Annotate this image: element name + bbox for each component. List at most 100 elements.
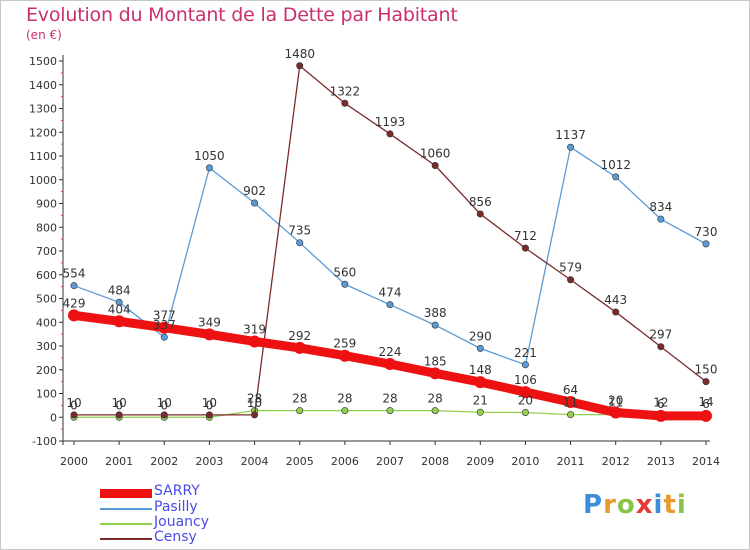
x-tick-label: 2008 (421, 455, 449, 468)
data-point-jouancy (431, 407, 439, 415)
y-tick-label: 600 (36, 269, 57, 282)
data-label-jouancy: 28 (337, 392, 352, 406)
x-tick-label: 2012 (602, 455, 630, 468)
data-point-pasilly (160, 333, 168, 341)
y-tick-label: 100 (36, 388, 57, 401)
data-point-censy (612, 308, 620, 316)
data-label-censy: 1480 (284, 47, 315, 61)
data-point-sarry (429, 367, 442, 380)
y-tick-label: 1100 (29, 150, 57, 163)
legend-item-censy: Censy (100, 529, 197, 546)
data-point-pasilly (386, 301, 394, 309)
x-tick-label: 2004 (241, 455, 269, 468)
data-label-pasilly: 221 (514, 346, 537, 360)
data-label-jouancy: 28 (247, 392, 262, 406)
data-point-sarry (519, 386, 532, 399)
data-label-pasilly: 1012 (600, 158, 631, 172)
data-point-censy (205, 411, 213, 419)
data-label-jouancy: 11 (563, 396, 578, 410)
y-tick-label: 1300 (29, 103, 57, 116)
data-label-censy: 1193 (375, 115, 406, 129)
data-label-jouancy: 28 (428, 392, 443, 406)
data-point-censy (567, 276, 575, 284)
x-tick-label: 2006 (331, 455, 359, 468)
data-point-pasilly (431, 321, 439, 329)
legend-swatch-pasilly (100, 508, 152, 510)
y-tick-label: -100 (32, 435, 57, 448)
logo-letter: t (663, 490, 677, 520)
data-point-pasilly (205, 164, 213, 172)
legend-label-jouancy: Jouancy (154, 514, 210, 530)
logo-letter: i (653, 490, 664, 520)
data-label-censy: 443 (604, 293, 627, 307)
data-label-sarry: 185 (424, 354, 447, 368)
data-point-pasilly (521, 361, 529, 369)
logo-letter: x (635, 490, 654, 520)
data-label-censy: 10 (157, 396, 172, 410)
y-tick-label: 300 (36, 340, 57, 353)
data-label-pasilly: 1050 (194, 149, 225, 163)
data-point-censy (296, 62, 304, 70)
data-label-pasilly: 290 (469, 329, 492, 343)
data-label-jouancy: 11 (608, 396, 623, 410)
data-label-censy: 10 (247, 396, 262, 410)
data-label-censy: 1060 (420, 147, 451, 161)
data-point-pasilly (296, 239, 304, 247)
x-tick-label: 2001 (105, 455, 133, 468)
data-point-sarry (293, 341, 306, 354)
data-label-sarry: 6 (657, 397, 665, 411)
legend-swatch-sarry (100, 488, 152, 498)
data-point-sarry (68, 309, 80, 322)
legend-swatch-jouancy (100, 523, 152, 525)
data-label-pasilly: 730 (695, 225, 718, 239)
legend-item-pasilly: Pasilly (100, 499, 198, 516)
data-label-sarry: 259 (333, 337, 356, 351)
data-point-pasilly (341, 280, 349, 288)
data-point-sarry (158, 321, 171, 334)
data-point-sarry (248, 335, 261, 348)
data-label-jouancy: 28 (382, 392, 397, 406)
data-point-censy (70, 411, 78, 419)
data-point-jouancy (476, 408, 484, 416)
data-point-pasilly (70, 282, 78, 290)
data-label-sarry: 64 (563, 383, 578, 397)
data-label-jouancy: 14 (698, 395, 713, 409)
data-label-pasilly: 1137 (555, 128, 586, 142)
data-label-censy: 150 (695, 363, 718, 377)
y-tick-label: 400 (36, 316, 57, 329)
data-point-jouancy (296, 407, 304, 415)
data-label-sarry: 349 (198, 315, 221, 329)
data-point-pasilly (476, 344, 484, 352)
data-point-censy (251, 411, 259, 419)
data-label-censy: 10 (112, 396, 127, 410)
data-label-censy: 10 (202, 396, 217, 410)
chart-subtitle: (en €) (26, 28, 62, 42)
data-label-pasilly: 902 (243, 184, 266, 198)
data-point-pasilly (612, 173, 620, 181)
data-point-pasilly (115, 298, 123, 306)
data-point-jouancy (341, 407, 349, 415)
data-label-pasilly: 554 (63, 267, 86, 281)
x-tick-label: 2014 (692, 455, 720, 468)
data-point-censy (476, 210, 484, 218)
data-label-sarry: 6 (702, 397, 710, 411)
data-point-censy (431, 162, 439, 170)
data-point-pasilly (702, 240, 710, 248)
data-label-pasilly: 560 (333, 265, 356, 279)
x-tick-label: 2010 (511, 455, 539, 468)
legend-item-sarry: SARRY (100, 483, 200, 500)
legend-swatch-censy (100, 538, 152, 540)
data-label-sarry: 20 (608, 394, 623, 408)
data-label-sarry: 377 (153, 309, 176, 323)
data-point-censy (115, 411, 123, 419)
data-label-censy: 297 (649, 328, 672, 342)
data-label-pasilly: 484 (108, 283, 131, 297)
y-tick-label: 500 (36, 293, 57, 306)
data-point-sarry (474, 376, 487, 389)
data-point-sarry (564, 396, 577, 409)
y-tick-label: 1400 (29, 79, 57, 92)
data-point-sarry (609, 406, 622, 419)
y-tick-label: 1200 (29, 126, 57, 139)
data-label-sarry: 148 (469, 363, 492, 377)
